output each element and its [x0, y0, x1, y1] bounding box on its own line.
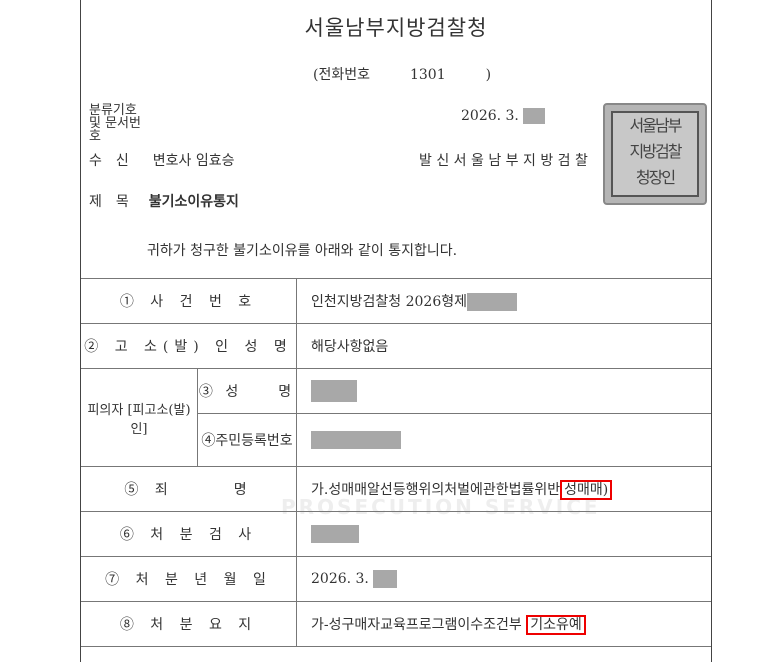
date: 2026. 3. — [461, 108, 546, 124]
seal-image: 서울남부 지방검찰 청장인 — [611, 111, 699, 197]
suspect-group-label: 피의자 [피고소(발)인] — [81, 368, 198, 467]
table-row: ① 사 건 번 호 인천지방검찰청 2026형제 — [81, 278, 711, 324]
table-row: ⑤ 죄 명 가.성매매알선등행위의처벌에관한법률위반 성매매) — [81, 466, 711, 512]
notice-table: ① 사 건 번 호 인천지방검찰청 2026형제 ② 고 소(발) 인 성 명 해당… — [81, 278, 711, 657]
phone-label: (전화번호 — [313, 67, 370, 83]
doc-no-label: 분류기호 및 문서번호 — [89, 103, 141, 144]
row-value: 2026. 3. — [296, 556, 711, 602]
table-row: ⑥ 처 분 검 사 — [81, 511, 711, 557]
redaction — [311, 380, 357, 402]
redaction — [523, 108, 546, 124]
redaction — [373, 570, 398, 588]
sender-value: 서 울 남 부 지 방 검 찰 — [453, 153, 588, 169]
row-label: ⑥ 처 분 검 사 — [81, 511, 297, 557]
case-number: 인천지방검찰청 2026형제 — [311, 294, 467, 310]
sender: 발 신 서 울 남 부 지 방 검 찰 — [419, 150, 588, 170]
table-row: ② 고 소(발) 인 성 명 해당사항없음 — [81, 323, 711, 369]
table-row: ⑧ 처 분 요 지 가-성구매자교육프로그램이수조건부 기소유예 — [81, 601, 711, 647]
redaction — [311, 431, 401, 449]
phone-number: 1301 — [409, 67, 446, 83]
page-title: 서울남부지방검찰청 — [304, 16, 488, 40]
row-label: ⑦ 처 분 년 월 일 — [81, 556, 297, 602]
official-seal: 서울남부 지방검찰 청장인 — [603, 103, 707, 205]
recipient: 수 신 변호사 임효승 — [89, 150, 235, 170]
recipient-value: 변호사 임효승 — [152, 153, 235, 169]
highlight-box: 기소유예 — [526, 615, 586, 635]
date-text: 2026. 3. — [461, 108, 519, 124]
redaction — [311, 525, 359, 543]
row-value: 인천지방검찰청 2026형제 — [296, 278, 711, 324]
highlight-box: 성매매) — [560, 480, 613, 500]
subject-label: 제 목 — [89, 194, 129, 210]
table-row: ⑦ 처 분 년 월 일 2026. 3. — [81, 556, 711, 602]
row-label: ⑤ 죄 명 — [81, 466, 297, 512]
table-row — [81, 646, 711, 657]
row-value: 가.성매매알선등행위의처벌에관한법률위반 성매매) — [296, 466, 711, 512]
row-label: ③ 성 명 — [197, 368, 297, 414]
recipient-label: 수 신 — [89, 153, 129, 169]
disposition-text: 가-성구매자교육프로그램이수조건부 — [311, 617, 522, 633]
row-value — [296, 368, 711, 414]
document-page: 서울남부지방검찰청 (전화번호 1301) 분류기호 및 문서번호 2026. 3… — [80, 0, 712, 662]
table-row: 피의자 [피고소(발)인] ③ 성 명 — [81, 368, 711, 467]
phone-line: (전화번호 1301) — [313, 64, 491, 84]
intro-text: 귀하가 청구한 불기소이유를 아래와 같이 통지합니다. — [147, 243, 458, 259]
subject: 제 목 불기소이유통지 — [89, 191, 239, 211]
row-value — [296, 413, 711, 467]
charge-text: 가.성매매알선등행위의처벌에관한법률위반 — [311, 482, 561, 498]
row-value — [296, 511, 711, 557]
redaction — [467, 293, 517, 311]
row-label: ⑧ 처 분 요 지 — [81, 601, 297, 647]
partial-row — [81, 646, 711, 657]
phone-close: ) — [485, 67, 492, 83]
row-label: ④주민등록번호 — [197, 413, 297, 467]
table-row: ④주민등록번호 — [81, 413, 711, 467]
disposition-date: 2026. 3. — [311, 571, 369, 587]
row-label: ② 고 소(발) 인 성 명 — [81, 323, 297, 369]
sender-label: 발 신 — [419, 153, 450, 169]
subject-value: 불기소이유통지 — [148, 194, 239, 210]
row-value: 가-성구매자교육프로그램이수조건부 기소유예 — [296, 601, 711, 647]
row-value: 해당사항없음 — [296, 323, 711, 369]
row-label: ① 사 건 번 호 — [81, 278, 297, 324]
